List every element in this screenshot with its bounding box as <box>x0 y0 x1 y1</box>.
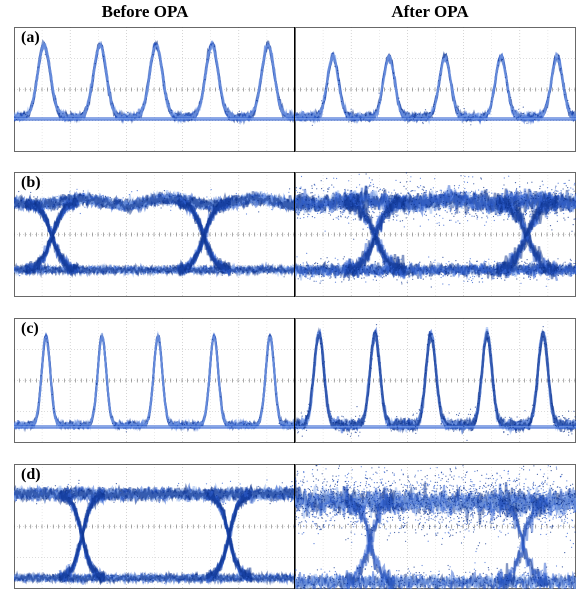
row-label-a: (a) <box>20 29 41 47</box>
panel-c-before <box>14 318 295 443</box>
eye-trace <box>295 172 576 288</box>
panel-divider <box>294 172 295 297</box>
row-c: (c) <box>14 318 576 443</box>
panel-divider <box>294 464 295 589</box>
row-label-c: (c) <box>20 320 40 338</box>
row-a: (a) <box>14 27 576 152</box>
row-label-b: (b) <box>20 174 42 192</box>
pulse-trace <box>295 50 576 126</box>
scope-grid <box>14 464 295 589</box>
eye-diagram-a-before <box>14 27 295 152</box>
panel-b-after <box>295 172 576 297</box>
panel-divider <box>294 318 295 443</box>
panel-a-before <box>14 27 295 152</box>
eye-trace <box>14 479 295 586</box>
panel-c-after <box>295 318 576 443</box>
panel-a-after <box>295 27 576 152</box>
eye-trace <box>295 464 576 589</box>
eye-diagram-b-before <box>14 172 295 297</box>
eye-trace <box>14 188 295 279</box>
scope-grid <box>14 172 295 297</box>
panel-divider <box>294 27 295 152</box>
scope-grid <box>295 27 576 152</box>
panel-d-before <box>14 464 295 589</box>
eye-diagram-d-before <box>14 464 295 589</box>
pulse-trace <box>14 330 295 433</box>
panel-d-after <box>295 464 576 589</box>
eye-diagram-a-after <box>295 27 576 152</box>
panel-b-before <box>14 172 295 297</box>
column-header-before: Before OPA <box>101 2 189 21</box>
eye-diagram-c-after <box>295 318 576 443</box>
column-header-after: After OPA <box>391 2 469 21</box>
eye-diagram-d-after <box>295 464 576 589</box>
row-b: (b) <box>14 172 576 297</box>
pulse-trace <box>14 39 295 126</box>
eye-diagram-b-after <box>295 172 576 297</box>
pulse-trace <box>295 324 576 441</box>
row-label-d: (d) <box>20 466 42 484</box>
eye-diagram-c-before <box>14 318 295 443</box>
row-d: (d) <box>14 464 576 589</box>
